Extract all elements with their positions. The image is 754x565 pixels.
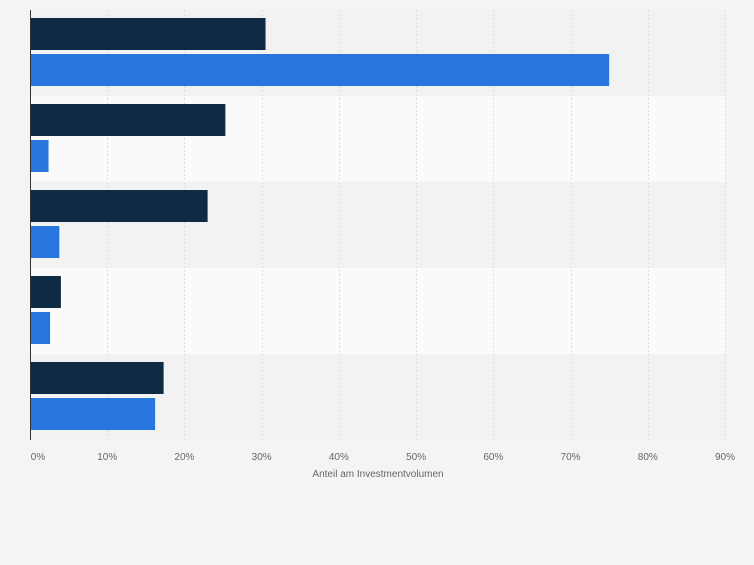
- x-axis-title: Anteil am Investmentvolumen: [312, 469, 443, 480]
- bar-series-1[interactable]: [30, 190, 208, 222]
- x-tick-label: 40%: [329, 452, 349, 463]
- x-tick-label: 20%: [174, 452, 194, 463]
- bar-series-2[interactable]: [30, 398, 156, 430]
- x-tick-label: 30%: [252, 452, 272, 463]
- bar-series-1[interactable]: [30, 362, 164, 394]
- bar-series-1[interactable]: [30, 276, 61, 308]
- bar-series-1[interactable]: [30, 104, 226, 136]
- x-tick-label: 70%: [561, 452, 581, 463]
- x-tick-label: 60%: [483, 452, 503, 463]
- bar-series-1[interactable]: [30, 18, 266, 50]
- x-tick-label: 0%: [31, 452, 46, 463]
- bars: [30, 18, 610, 430]
- x-tick-label: 10%: [97, 452, 117, 463]
- bar-series-2[interactable]: [30, 54, 610, 86]
- x-tick-label: 50%: [406, 452, 426, 463]
- bar-series-2[interactable]: [30, 312, 51, 344]
- bar-series-2[interactable]: [30, 226, 60, 258]
- x-tick-labels: 0% 10% 20% 30% 40% 50% 60% 70% 80% 90%: [31, 452, 735, 463]
- x-tick-label: 80%: [638, 452, 658, 463]
- bar-series-2[interactable]: [30, 140, 49, 172]
- category-band: [30, 268, 725, 354]
- x-tick-label: 90%: [715, 452, 735, 463]
